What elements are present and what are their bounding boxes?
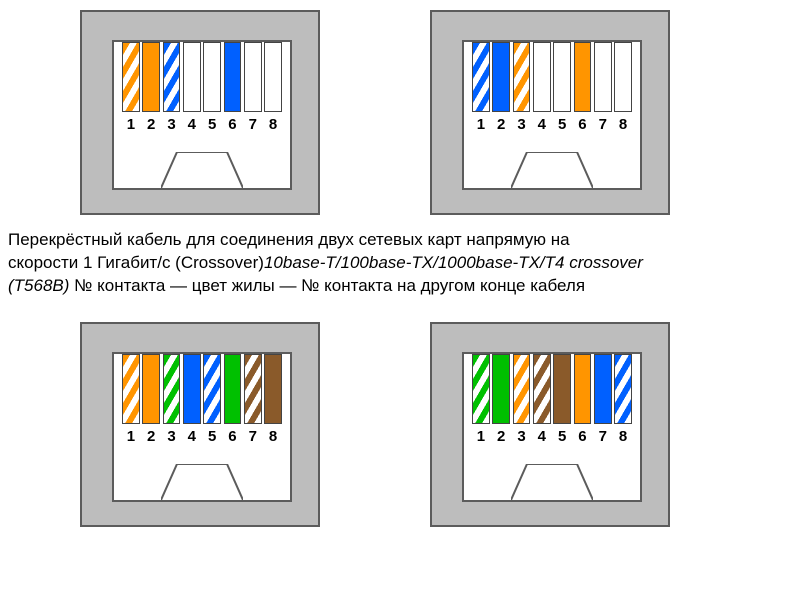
pin-label: 2 (142, 428, 160, 445)
pin-label: 1 (122, 428, 140, 445)
connector-bottom-right: 12345678 (430, 322, 670, 527)
wire-white-brown (533, 354, 551, 424)
notch-outline (161, 464, 243, 500)
pin-label: 4 (533, 428, 551, 445)
pin-label: 8 (264, 116, 282, 133)
pin-label: 3 (163, 116, 181, 133)
connector-inner: 12345678 (112, 352, 292, 502)
caption-block: Перекрёстный кабель для соединения двух … (0, 215, 800, 302)
pin-label: 5 (553, 428, 571, 445)
pin-labels: 12345678 (472, 428, 632, 445)
notch-outline (511, 464, 593, 500)
pin-label: 3 (513, 116, 531, 133)
wire-blue (492, 42, 510, 112)
pin-label: 8 (614, 116, 632, 133)
pin-label: 3 (513, 428, 531, 445)
pin-label: 1 (122, 116, 140, 133)
pin-label: 4 (183, 116, 201, 133)
pin-label: 5 (553, 116, 571, 133)
pin-label: 6 (224, 116, 242, 133)
pin-label: 2 (492, 428, 510, 445)
pin-label: 2 (492, 116, 510, 133)
connector-bottom-left: 12345678 (80, 322, 320, 527)
wire-orange (142, 42, 160, 112)
pin-labels: 12345678 (122, 428, 282, 445)
pin-label: 2 (142, 116, 160, 133)
wire-white (244, 42, 262, 112)
wire-white-orange (122, 354, 140, 424)
pin-label: 4 (533, 116, 551, 133)
pin-label: 1 (472, 428, 490, 445)
wire-green (492, 354, 510, 424)
pin-label: 7 (594, 116, 612, 133)
wire-white-brown (244, 354, 262, 424)
caption-line2a: скорости 1 Гигабит/с (Crossover) (8, 253, 264, 272)
wires-bottom-left (122, 354, 282, 424)
connector-top-right: 12345678 (430, 10, 670, 215)
pin-label: 5 (203, 116, 221, 133)
caption-line3a: (T568B) (8, 276, 69, 295)
wire-white (264, 42, 282, 112)
wire-brown (553, 354, 571, 424)
notch-outline (511, 152, 593, 188)
wire-white-blue (163, 42, 181, 112)
pin-label: 6 (574, 116, 592, 133)
wire-white (203, 42, 221, 112)
wire-white (614, 42, 632, 112)
top-row: 12345678 12345678 (0, 0, 800, 215)
pin-label: 6 (224, 428, 242, 445)
pin-label: 8 (264, 428, 282, 445)
wire-white (183, 42, 201, 112)
pin-label: 4 (183, 428, 201, 445)
wire-white-orange (513, 42, 531, 112)
connector-top-left: 12345678 (80, 10, 320, 215)
bottom-row: 12345678 12345678 (0, 302, 800, 527)
pin-label: 5 (203, 428, 221, 445)
wires-top-left (122, 42, 282, 112)
wire-orange (142, 354, 160, 424)
pin-labels: 12345678 (472, 116, 632, 133)
wire-white-blue (614, 354, 632, 424)
wires-bottom-right (472, 354, 632, 424)
wire-white-green (472, 354, 490, 424)
wire-brown (264, 354, 282, 424)
wire-blue (183, 354, 201, 424)
wire-white-blue (203, 354, 221, 424)
connector-inner: 12345678 (462, 352, 642, 502)
wire-blue (594, 354, 612, 424)
pin-label: 7 (244, 428, 262, 445)
pin-label: 7 (244, 116, 262, 133)
wire-white (594, 42, 612, 112)
wire-green (224, 354, 242, 424)
pin-label: 8 (614, 428, 632, 445)
caption-line3b: № контакта — цвет жилы — № контакта на д… (69, 276, 585, 295)
wire-white-orange (122, 42, 140, 112)
pin-label: 3 (163, 428, 181, 445)
wire-blue (224, 42, 242, 112)
caption-line1: Перекрёстный кабель для соединения двух … (8, 230, 570, 249)
pin-label: 7 (594, 428, 612, 445)
wire-white-green (163, 354, 181, 424)
wire-orange (574, 42, 592, 112)
notch-outline (161, 152, 243, 188)
connector-inner: 12345678 (462, 40, 642, 190)
pin-label: 1 (472, 116, 490, 133)
wire-white (553, 42, 571, 112)
wires-top-right (472, 42, 632, 112)
wire-white-blue (472, 42, 490, 112)
pin-labels: 12345678 (122, 116, 282, 133)
wire-white (533, 42, 551, 112)
wire-orange (574, 354, 592, 424)
caption-line2b: 10base-T/100base-TX/1000base-TX/T4 cross… (264, 253, 643, 272)
connector-inner: 12345678 (112, 40, 292, 190)
pin-label: 6 (574, 428, 592, 445)
wire-white-orange (513, 354, 531, 424)
